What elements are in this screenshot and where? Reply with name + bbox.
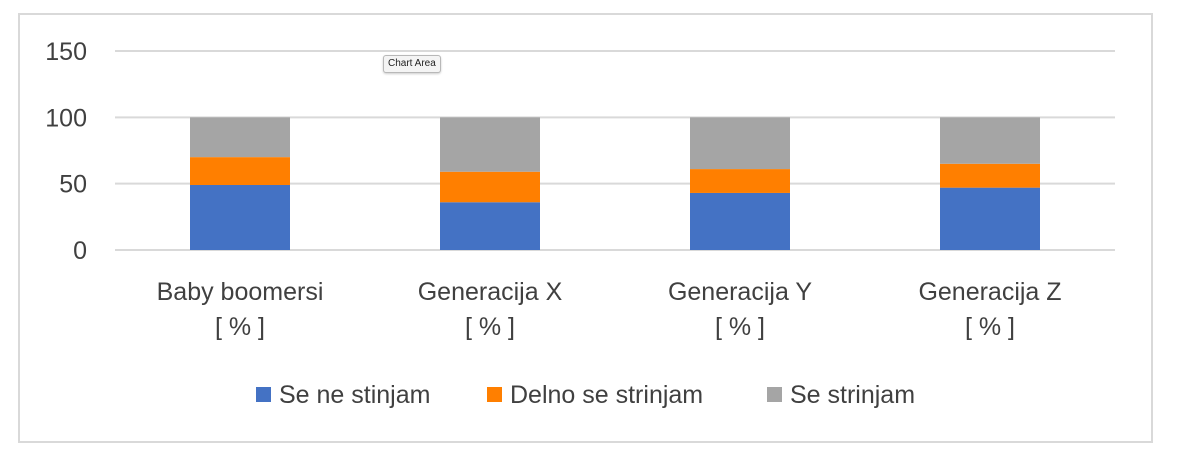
x-category-label: [ % ] bbox=[965, 313, 1015, 341]
bar-segment[interactable] bbox=[440, 117, 540, 172]
legend-swatch bbox=[256, 387, 271, 402]
legend-label: Se strinjam bbox=[790, 381, 915, 409]
bar-segment[interactable] bbox=[690, 117, 790, 170]
bar-segment[interactable] bbox=[690, 169, 790, 193]
y-tick-label: 150 bbox=[45, 38, 87, 66]
x-category-label: Generacija X bbox=[418, 278, 563, 306]
legend-label: Delno se strinjam bbox=[510, 381, 703, 409]
bar-segment[interactable] bbox=[190, 157, 290, 185]
bar-segment[interactable] bbox=[190, 117, 290, 158]
legend-swatch bbox=[487, 387, 502, 402]
y-tick-label: 50 bbox=[59, 171, 87, 199]
x-category-label: [ % ] bbox=[715, 313, 765, 341]
bar-segment[interactable] bbox=[940, 163, 1040, 188]
y-tick-label: 100 bbox=[45, 104, 87, 132]
bar-segment[interactable] bbox=[690, 192, 790, 250]
bar-segment[interactable] bbox=[940, 117, 1040, 164]
x-category-label: Baby boomersi bbox=[157, 278, 324, 306]
bar-segment[interactable] bbox=[440, 202, 540, 250]
bar-segment[interactable] bbox=[440, 171, 540, 203]
x-category-label: Generacija Z bbox=[918, 278, 1061, 306]
legend-label: Se ne stinjam bbox=[279, 381, 430, 409]
y-tick-label: 0 bbox=[73, 237, 87, 265]
x-category-label: Generacija Y bbox=[668, 278, 812, 306]
x-category-label: [ % ] bbox=[465, 313, 515, 341]
x-category-label: [ % ] bbox=[215, 313, 265, 341]
legend-swatch bbox=[767, 387, 782, 402]
bar-segment[interactable] bbox=[190, 184, 290, 250]
chart-area-tooltip: Chart Area bbox=[383, 55, 441, 73]
bar-segment[interactable] bbox=[940, 187, 1040, 250]
